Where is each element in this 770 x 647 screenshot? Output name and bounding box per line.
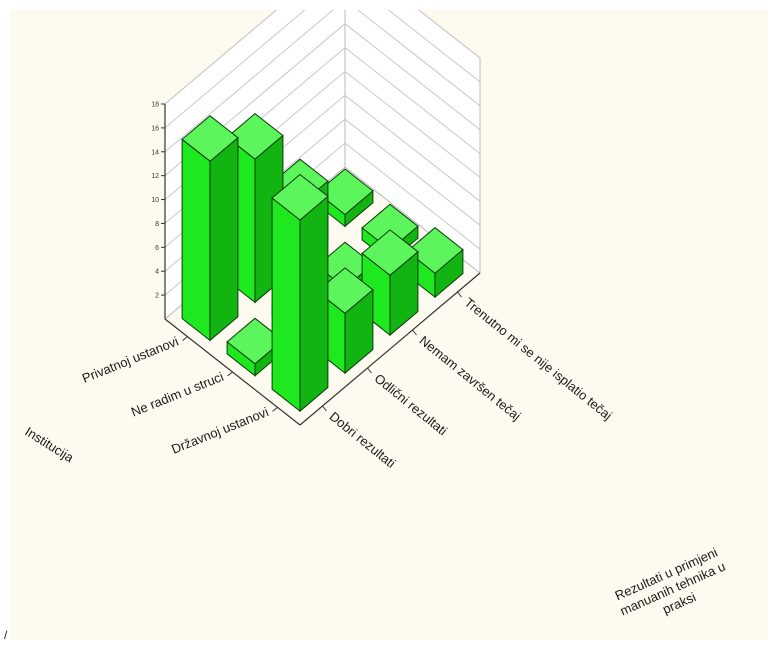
x-tick	[227, 371, 233, 377]
x-tick	[272, 406, 278, 412]
z-tick-label: 18	[151, 102, 159, 109]
y-category-label: Trenutno mi se nije isplatio tečaj	[462, 295, 615, 423]
z-tick-label: 10	[151, 197, 159, 204]
gridline	[164, 23, 481, 177]
y-axis-line	[299, 272, 481, 426]
y-tick	[367, 367, 372, 374]
gridline	[164, 10, 481, 153]
bar-side-face	[209, 136, 239, 342]
y-tick	[322, 405, 327, 412]
y-category-label: Odlični rezultati	[372, 371, 451, 439]
bar-front-face	[271, 196, 301, 413]
plot-area: 2 4 6 8 10 12 14 16 18 Privatnoj ustanovi Ne radim…	[10, 10, 768, 640]
z-tick-label: 14	[151, 149, 159, 156]
y-tick	[412, 329, 417, 336]
gridline	[164, 10, 481, 129]
x-category-label: Državnoj ustanovi	[169, 404, 271, 457]
x-axis-title: Institucija	[22, 424, 77, 466]
gridline	[164, 10, 481, 105]
z-tick-label: 12	[151, 173, 159, 180]
bar-top-face	[316, 267, 374, 314]
z-tick-label: 6	[155, 245, 159, 252]
y-category-label: Dobri rezultati	[327, 409, 399, 471]
z-tick-label: 4	[155, 269, 159, 276]
bar-top-face	[316, 168, 374, 216]
bar-top-face	[226, 112, 284, 160]
bar-side-face	[299, 195, 329, 413]
x-category-label: Ne radim u struci	[129, 369, 226, 420]
y-tick	[457, 291, 462, 298]
z-tick-label: 16	[151, 125, 159, 132]
x-tick	[182, 336, 188, 342]
y-axis-title: Rezultati u primjenimanuanih tehnika upr…	[611, 544, 734, 633]
bar-top-face	[181, 115, 239, 162]
bar-top-face	[406, 227, 464, 274]
stray-mark: /	[4, 628, 8, 642]
y-category-label: Nemam završen tečaj	[417, 333, 524, 424]
x-category-label: Privatnoj ustanovi	[80, 334, 181, 386]
bar-top-face	[271, 173, 329, 221]
bar-top-face	[361, 229, 419, 276]
z-tick-label: 2	[155, 293, 159, 300]
z-tick-label: 8	[155, 221, 159, 228]
bar-front-face	[181, 138, 211, 342]
